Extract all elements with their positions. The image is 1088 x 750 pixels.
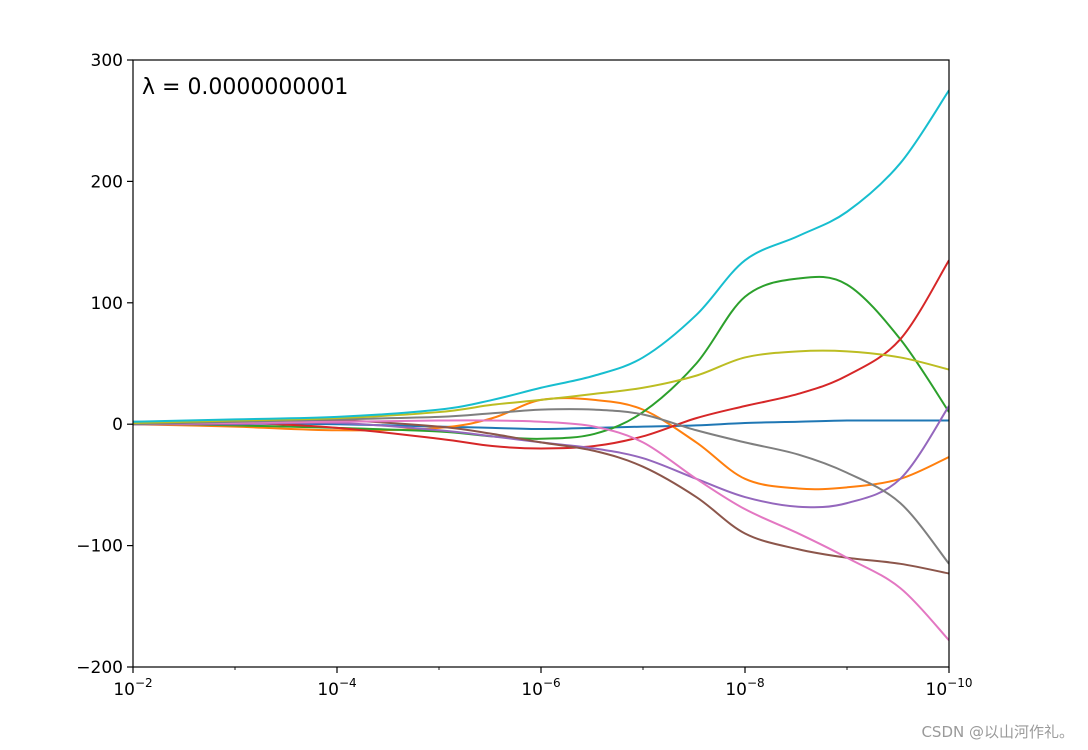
y-axis: 300 200 100 0 −100 −200: [76, 51, 133, 678]
series-line-7: [133, 419, 949, 641]
x-tick-label: 10−4: [317, 676, 356, 700]
x-tick-label: 10−8: [725, 676, 764, 700]
y-tick-label: 0: [112, 415, 123, 435]
plot-area: [133, 89, 949, 641]
series-line-3: [133, 275, 949, 440]
series-line-6: [133, 419, 949, 575]
x-tick-label: 10−6: [521, 676, 560, 700]
y-tick-label: 100: [91, 294, 123, 314]
series-line-8: [133, 408, 949, 565]
x-tick-label: 10−2: [113, 676, 152, 700]
y-tick-label: 200: [91, 172, 123, 192]
lambda-annotation: λ = 0.0000000001: [142, 75, 348, 100]
series-line-9: [133, 349, 949, 424]
series-line-2: [133, 397, 949, 491]
axes-frame: [132, 59, 950, 668]
series-line-10: [133, 89, 949, 423]
x-axis: 10−2 10−4 10−6 10−8 10−10: [113, 667, 972, 700]
y-tick-label: −200: [76, 658, 123, 678]
y-tick-label: 300: [91, 51, 123, 71]
series-line-4: [133, 259, 949, 450]
watermark: CSDN @以山河作礼。: [921, 723, 1074, 741]
y-tick-label: −100: [76, 537, 123, 557]
x-tick-label: 10−10: [926, 676, 973, 700]
series-line-1: [133, 419, 949, 431]
